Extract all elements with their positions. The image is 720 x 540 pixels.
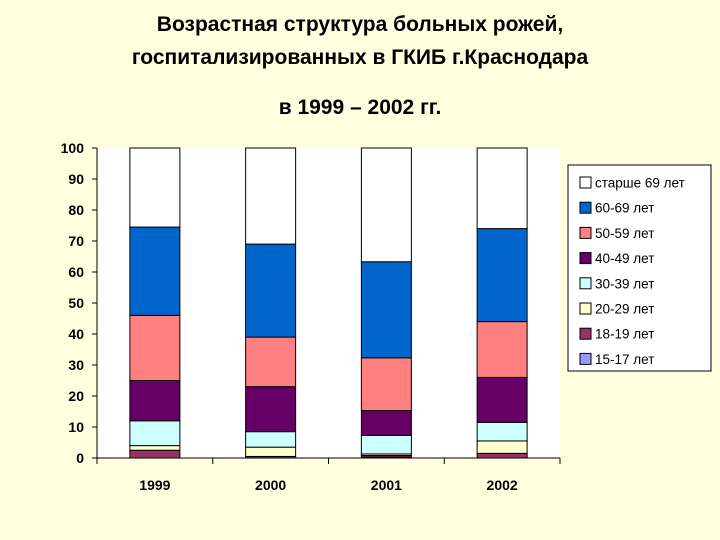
bar-segment: [129, 449, 181, 459]
legend-swatch: [579, 327, 592, 340]
bar-segment: [129, 226, 181, 316]
chart-title-line-3: в 1999 – 2002 гг.: [278, 96, 442, 119]
y-tick-label: 90: [68, 171, 84, 187]
y-tick-label: 70: [68, 233, 84, 249]
y-tick-label: 20: [68, 388, 84, 404]
bar-segment: [129, 420, 181, 447]
y-tick-label: 40: [68, 326, 84, 342]
bar-segment: [476, 376, 528, 423]
y-tick-label: 100: [61, 140, 85, 156]
legend-box: [567, 164, 712, 372]
legend-swatch: [579, 252, 592, 265]
bar-segment: [476, 147, 528, 230]
y-tick-label: 10: [68, 419, 84, 435]
bar-segment: [245, 243, 297, 338]
bar-segment: [129, 147, 181, 228]
bar-segment: [360, 410, 412, 436]
y-tick-label: 60: [68, 264, 84, 280]
legend-swatch: [579, 302, 592, 315]
legend-swatch: [579, 277, 592, 290]
legend-swatch: [579, 201, 592, 214]
bar-segment: [476, 421, 528, 442]
legend-swatch: [579, 226, 592, 239]
x-tick-label: 2001: [371, 477, 402, 493]
bar-segment: [129, 380, 181, 422]
bar-segment: [360, 261, 412, 359]
y-tick-label: 50: [68, 295, 84, 311]
bar-segment: [129, 445, 181, 451]
legend-label: старше 69 лет: [595, 176, 685, 191]
bar-segment: [476, 228, 528, 323]
x-tick-label: 1999: [139, 477, 170, 493]
x-tick-label: 2002: [487, 477, 518, 493]
legend-label: 15-17 лет: [595, 352, 654, 367]
bar-segment: [245, 336, 297, 388]
bar-segment: [476, 321, 528, 378]
legend-label: 40-49 лет: [595, 251, 654, 266]
bar-segment: [476, 452, 528, 459]
bar-segment: [129, 314, 181, 381]
legend-label: 18-19 лет: [595, 327, 654, 342]
bar-segment: [360, 434, 412, 455]
x-tick-label: 2000: [255, 477, 286, 493]
bar-segment: [360, 357, 412, 412]
y-tick-label: 30: [68, 357, 84, 373]
bar-segment: [245, 147, 297, 245]
legend-swatch: [579, 352, 592, 365]
y-tick-label: 80: [68, 202, 84, 218]
legend-label: 60-69 лет: [595, 201, 654, 216]
chart-title-line-1: Возрастная структура больных рожей,: [156, 13, 564, 36]
bar-segment: [245, 446, 297, 457]
bar-segment: [360, 147, 412, 263]
y-tick-label: 0: [76, 450, 84, 466]
legend-label: 50-59 лет: [595, 226, 654, 241]
bar-segment: [476, 440, 528, 454]
legend-label: 20-29 лет: [595, 302, 654, 317]
bar-segment: [245, 386, 297, 433]
chart-title-line-2: госпитализированных в ГКИБ г.Краснодара: [131, 46, 589, 69]
bar-segment: [245, 431, 297, 448]
legend-label: 30-39 лет: [595, 276, 654, 291]
legend-swatch: [579, 176, 592, 189]
